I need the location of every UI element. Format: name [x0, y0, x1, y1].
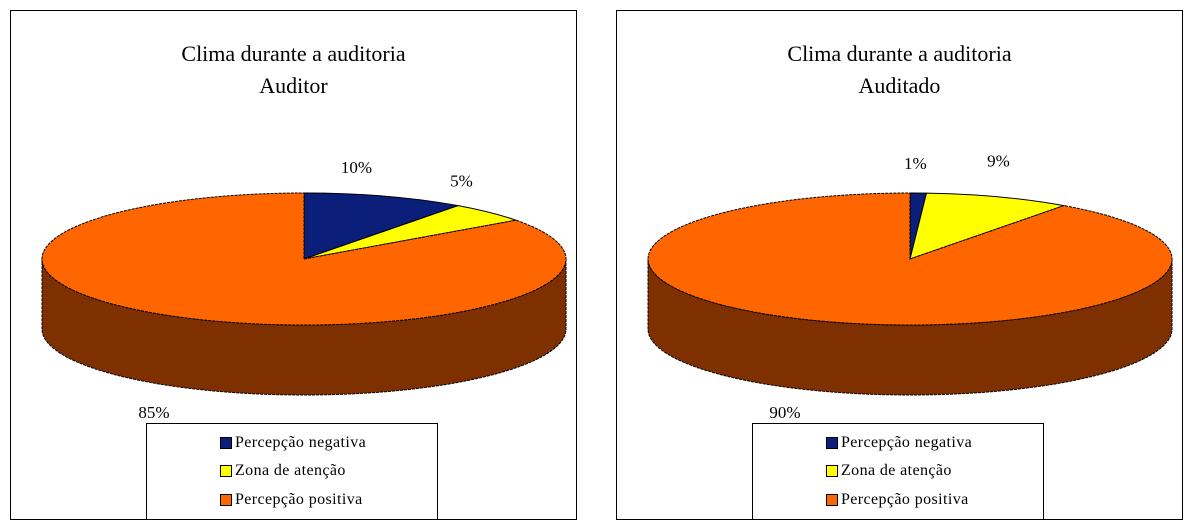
legend-swatch-atencao: [826, 465, 838, 477]
data-label-atencao: 5%: [450, 171, 473, 190]
data-label-atencao: 9%: [987, 151, 1010, 170]
legend-item-atencao: Zona de atenção: [826, 461, 952, 481]
chart-panel-auditado: Clima durante a auditoria Auditado 1% 9% 9…: [616, 10, 1183, 520]
chart-subtitle: Auditado: [858, 73, 941, 98]
chart-subtitle: Auditor: [259, 73, 328, 98]
legend-label: Percepção positiva: [841, 491, 969, 508]
legend-swatch-negativa: [220, 437, 232, 449]
legend-swatch-positiva: [826, 494, 838, 506]
pie-slice-atencao: [303, 205, 518, 260]
legend-label: Zona de atenção: [841, 462, 952, 479]
legend-swatch-atencao: [220, 465, 232, 477]
legend-label: Percepção negativa: [235, 434, 367, 451]
data-label-negativa: 1%: [904, 154, 927, 173]
legend-item-atencao: Zona de atenção: [220, 461, 346, 481]
chart-legend: Percepção negativa Zona de atenção Perce…: [752, 423, 1044, 519]
pie-slice-atencao: [909, 192, 1066, 260]
legend-item-negativa: Percepção negativa: [826, 433, 972, 453]
legend-item-positiva: Percepção positiva: [826, 490, 969, 510]
data-label-negativa: 10%: [341, 158, 372, 177]
chart-title: Clima durante a auditoria: [787, 41, 1012, 66]
pie-slice-positiva: [647, 192, 1173, 326]
pie-chart-auditado: 1% 9% 90%: [647, 151, 1173, 422]
chart-panel-auditor: Clima durante a auditoria Auditor 10% 5% 8…: [10, 10, 577, 520]
legend-item-negativa: Percepção negativa: [220, 433, 366, 453]
data-label-positiva: 85%: [138, 403, 169, 422]
legend-label: Percepção positiva: [235, 491, 363, 508]
pie-slice-negativa: [303, 192, 460, 260]
data-label-positiva: 90%: [769, 403, 800, 422]
legend-label: Zona de atenção: [235, 462, 346, 479]
legend-item-positiva: Percepção positiva: [220, 490, 363, 510]
pie-chart-auditor: 10% 5% 85%: [41, 158, 567, 422]
legend-swatch-negativa: [826, 437, 838, 449]
pie-slice-positiva: [41, 192, 567, 326]
chart-legend: Percepção negativa Zona de atenção Perce…: [146, 423, 438, 519]
legend-swatch-positiva: [220, 494, 232, 506]
chart-title: Clima durante a auditoria: [181, 41, 406, 66]
legend-label: Percepção negativa: [841, 434, 973, 451]
